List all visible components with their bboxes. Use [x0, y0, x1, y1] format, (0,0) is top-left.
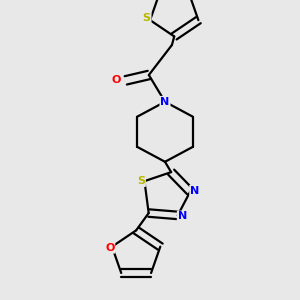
Text: O: O: [112, 75, 121, 85]
Text: N: N: [178, 212, 187, 221]
Text: O: O: [105, 243, 114, 253]
Text: S: S: [137, 176, 145, 186]
Text: S: S: [142, 13, 151, 23]
Text: N: N: [190, 186, 200, 196]
Text: N: N: [160, 97, 169, 107]
